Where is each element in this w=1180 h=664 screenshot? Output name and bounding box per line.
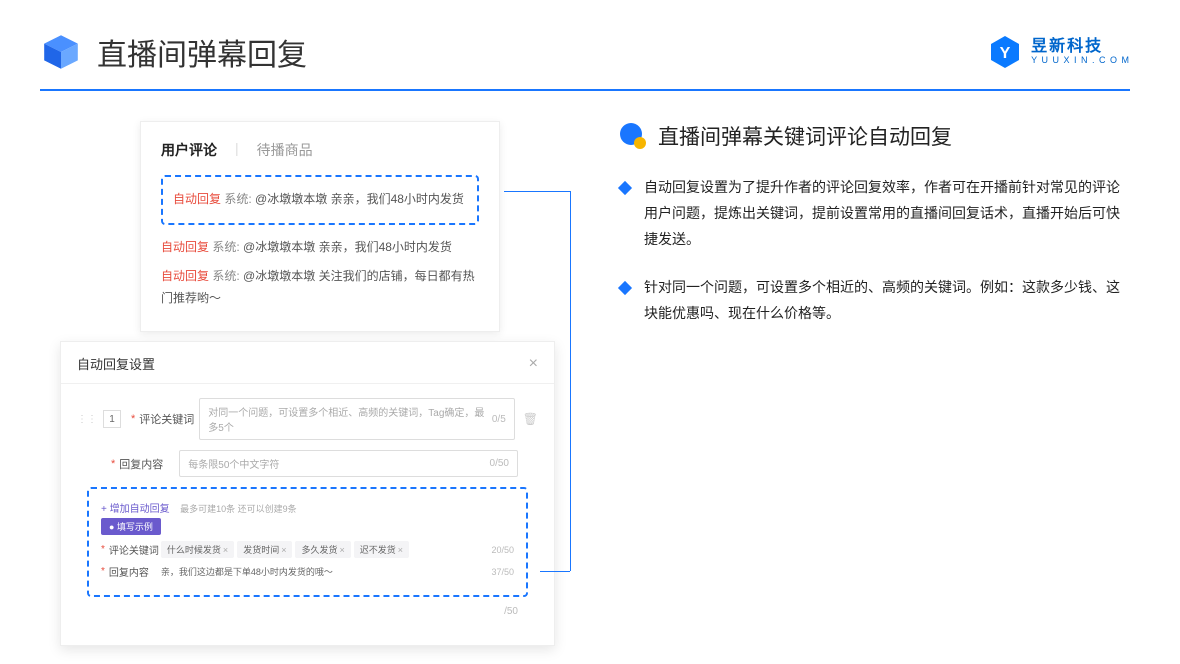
section-bullet-icon [620,123,646,149]
settings-title: 自动回复设置 [77,354,155,373]
keyword-input[interactable]: 对同一个问题，可设置多个相近、高频的关键词，Tag确定，最多5个 0/5 [199,398,514,440]
close-icon[interactable]: × [529,355,538,373]
section-title: 直播间弹幕关键词评论自动回复 [658,121,952,151]
logo-en: Y U U X I N . C O M [1031,56,1130,66]
connector-line [504,191,570,192]
example-badge: ● 填写示例 [101,518,161,535]
keyword-tag[interactable]: 多久发货× [295,541,350,558]
keyword-tag[interactable]: 迟不发货× [354,541,409,558]
tags-container: 什么时候发货×发货时间×多久发货×迟不发货× [161,541,412,558]
point-text: 自动回复设置为了提升作者的评论回复效率，作者可在开播前针对常见的评论用户问题，提… [644,175,1130,253]
point-text: 针对同一个问题，可设置多个相近的、高频的关键词。例如：这款多少钱、这块能优惠吗、… [644,275,1130,327]
auto-reply-tag: 自动回复 [173,192,221,206]
example-box: + 增加自动回复 最多可建10条 还可以创建9条 ● 填写示例 * 评论关键词 … [87,487,528,597]
brand-cube-icon [40,31,82,73]
comments-panel: 用户评论 | 待播商品 自动回复 系统: @冰墩墩本墩 亲亲，我们48小时内发货… [140,121,500,332]
keyword-tag[interactable]: 什么时候发货× [161,541,234,558]
page-title: 直播间弹幕回复 [97,30,987,74]
tab-comments[interactable]: 用户评论 [161,140,217,160]
system-tag: 系统: [224,192,251,206]
highlighted-comment: 自动回复 系统: @冰墩墩本墩 亲亲，我们48小时内发货 [161,175,479,225]
connector-line [570,191,571,571]
keyword-label: 评论关键词 [139,411,199,427]
comment-row: 自动回复 系统: @冰墩墩本墩 关注我们的店铺，每日都有热门推荐哟～ [161,262,479,313]
delete-icon[interactable]: 🗑 [523,412,538,426]
index-box: 1 [103,410,121,428]
add-auto-reply-link[interactable]: + 增加自动回复 [101,504,170,515]
logo-cn: 昱新科技 [1031,38,1130,56]
settings-panel: 自动回复设置 × ⋮⋮ 1 * 评论关键词 对同一个问题，可设置多个相近、高频的… [60,341,555,646]
logo-hex-icon: Y [987,34,1023,70]
drag-icon[interactable]: ⋮⋮ [77,414,97,425]
svg-text:Y: Y [1000,45,1011,62]
company-logo: Y 昱新科技 Y U U X I N . C O M [987,34,1130,70]
content-label: 回复内容 [119,456,179,472]
connector-line [540,571,570,572]
comment-row: 自动回复 系统: @冰墩墩本墩 亲亲，我们48小时内发货 [161,233,479,263]
comment-text: @冰墩墩本墩 亲亲，我们48小时内发货 [255,192,464,206]
tab-products[interactable]: 待播商品 [257,140,313,160]
keyword-tag[interactable]: 发货时间× [237,541,292,558]
content-input[interactable]: 每条限50个中文字符 0/50 [179,450,518,477]
add-hint: 最多可建10条 还可以创建9条 [180,504,297,514]
diamond-bullet-icon [618,281,632,295]
diamond-bullet-icon [618,181,632,195]
